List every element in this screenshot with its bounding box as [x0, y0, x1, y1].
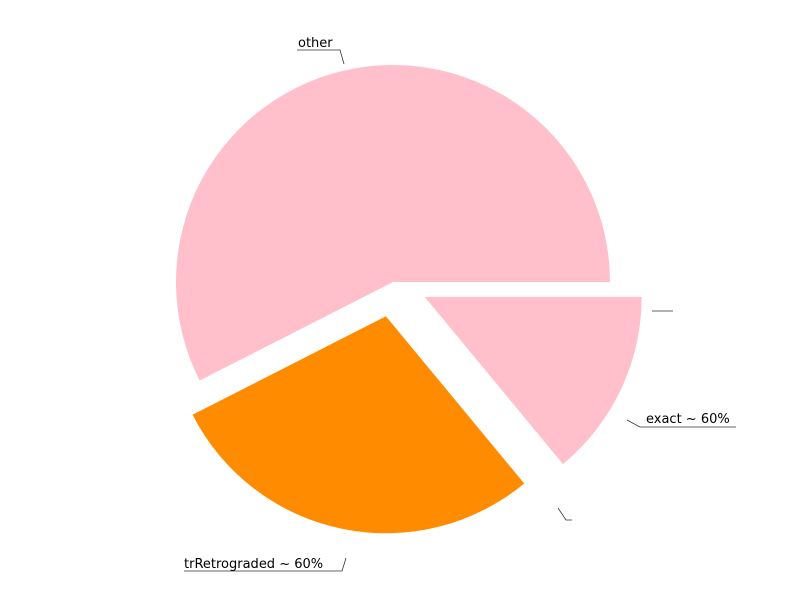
- slice-label-exact: exact ~ 60%: [646, 412, 730, 427]
- slice-label-other: other: [298, 36, 333, 51]
- leader-line-exact: [626, 419, 736, 428]
- label-group-trretrograded: trRetrograded ~ 60%: [184, 557, 347, 572]
- leader-line-gap: [557, 507, 572, 521]
- label-group-other: other: [297, 36, 345, 65]
- leader-line-other: [297, 49, 345, 65]
- leader-line-trretrograded: [184, 557, 347, 572]
- label-group-exact: exact ~ 60%: [626, 412, 736, 428]
- pie-slice-0: [176, 65, 610, 381]
- pie-slice-1: [192, 316, 525, 534]
- slice-label-trretrograded: trRetrograded ~ 60%: [184, 557, 323, 572]
- pie-slices: [176, 65, 642, 534]
- pie-slice-2: [424, 296, 642, 465]
